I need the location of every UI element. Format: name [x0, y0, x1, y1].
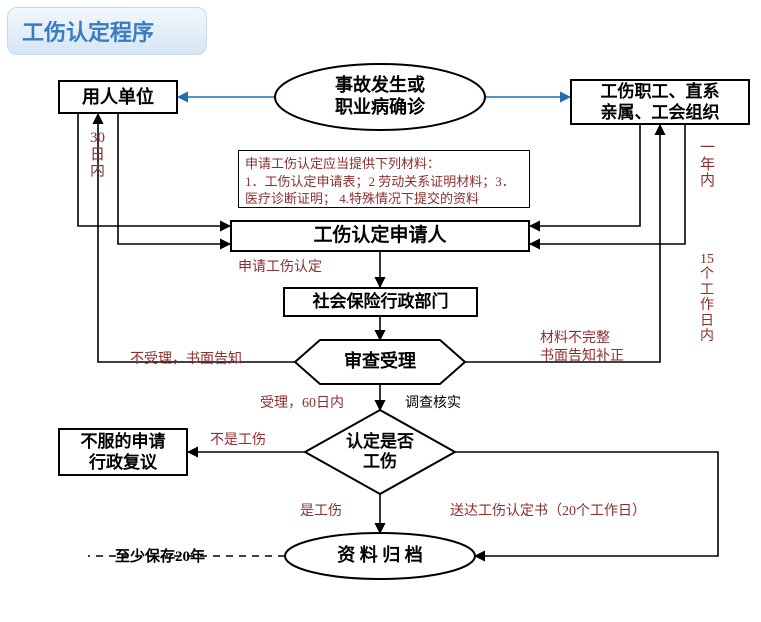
node-start [275, 64, 485, 130]
label-not-injury: 不是工伤 [210, 433, 266, 450]
edge-employer-to-applicant-2 [118, 114, 230, 244]
label-deliver: 送达工伤认定书（20个工作日） [450, 504, 646, 521]
node-employer: 用人单位 [58, 80, 178, 114]
node-applicant-text: 工伤认定申请人 [313, 224, 446, 248]
node-worker-text: 工伤职工、直系亲属、工会组织 [601, 81, 720, 124]
node-appeal: 不服的申请行政复议 [58, 428, 188, 476]
label-is-injury: 是工伤 [300, 504, 342, 521]
label-apply: 申请工伤认定 [238, 260, 322, 277]
label-thirty-days: 30日内 [90, 130, 105, 180]
node-employer-text: 用人单位 [82, 86, 154, 109]
label-one-year: 一年内 [700, 140, 715, 190]
flowchart-canvas: 工伤认定程序 用人单位 工伤职工、直系亲属、工会组织 工伤认定申请人 社会保险行… [0, 0, 761, 622]
node-appeal-text: 不服的申请行政复议 [81, 431, 166, 474]
node-review [295, 340, 465, 384]
label-investigate: 调查核实 [405, 396, 461, 413]
materials-note-text: 申请工伤认定应当提供下列材料：1．工伤认定申请表；2 劳动关系证明材料；3．医疗… [245, 156, 515, 206]
edge-worker-to-applicant-1 [530, 125, 640, 226]
label-fifteen-days: 15个工作日内 [700, 252, 714, 344]
label-accepted: 受理，60日内 [260, 396, 344, 413]
node-admin-text: 社会保险行政部门 [313, 291, 449, 312]
node-worker: 工伤职工、直系亲属、工会组织 [570, 79, 750, 125]
materials-note: 申请工伤认定应当提供下列材料：1．工伤认定申请表；2 劳动关系证明材料；3．医疗… [238, 150, 530, 208]
label-keep20: 至少保存20年 [115, 548, 205, 566]
label-reject: 不受理，书面告知 [130, 352, 242, 369]
node-admin: 社会保险行政部门 [283, 287, 478, 317]
node-applicant: 工伤认定申请人 [230, 220, 530, 252]
node-archive [285, 533, 475, 579]
node-decide [305, 410, 455, 494]
label-incomplete: 材料不完整书面告知补正 [540, 330, 660, 366]
